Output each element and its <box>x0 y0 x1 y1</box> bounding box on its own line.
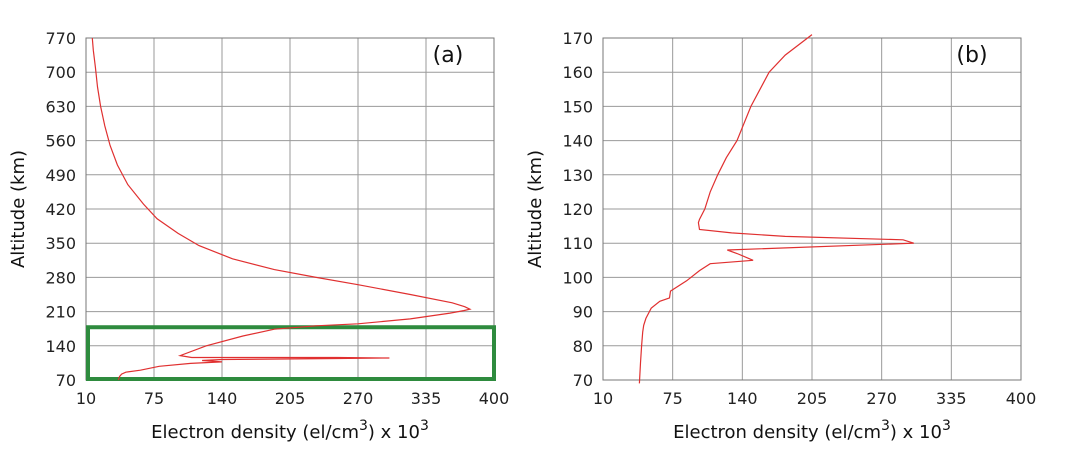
y-tick-label: 130 <box>562 166 593 185</box>
y-tick-label: 210 <box>45 303 76 322</box>
x-tick-label: 205 <box>797 389 828 408</box>
x-tick-label: 75 <box>662 389 682 408</box>
x-tick-label: 270 <box>866 389 897 408</box>
y-tick-label: 420 <box>45 200 76 219</box>
panel-label: (a) <box>433 43 464 68</box>
plot-frame <box>602 37 1022 381</box>
x-tick-label: 10 <box>593 389 613 408</box>
x-tick-label: 205 <box>275 389 306 408</box>
x-tick-label: 140 <box>207 389 238 408</box>
y-tick-label: 140 <box>562 132 593 151</box>
y-tick-label: 90 <box>573 303 593 322</box>
y-tick-label: 170 <box>562 29 593 48</box>
x-axis-label: Electron density (el/cm3) x 103 <box>673 418 951 443</box>
x-tick-label: 75 <box>144 389 164 408</box>
electron-density-line <box>638 34 914 384</box>
zoom-highlight-box <box>86 325 496 381</box>
chart-panel-b: 10 75 140 205 270 335 400 70 80 90 100 110 120 130 140… <box>525 29 1036 443</box>
panel-label: (b) <box>956 43 987 68</box>
y-tick-label: 140 <box>45 337 76 356</box>
x-tick-label: 335 <box>936 389 967 408</box>
y-tick-label: 630 <box>45 97 76 116</box>
y-tick-label: 70 <box>56 371 76 390</box>
x-tick-label: 270 <box>343 389 374 408</box>
y-tick-label: 110 <box>562 234 593 253</box>
x-tick-label: 10 <box>76 389 96 408</box>
y-tick-label: 160 <box>562 63 593 82</box>
x-tick-label: 335 <box>411 389 442 408</box>
x-tick-label: 400 <box>479 389 510 408</box>
y-tick-label: 770 <box>45 29 76 48</box>
y-tick-label: 70 <box>573 371 593 390</box>
y-tick-label: 350 <box>45 234 76 253</box>
y-tick-label: 490 <box>45 166 76 185</box>
y-tick-label: 120 <box>562 200 593 219</box>
y-tick-label: 150 <box>562 97 593 116</box>
x-tick-label: 140 <box>727 389 758 408</box>
y-tick-label: 560 <box>45 132 76 151</box>
y-tick-label: 280 <box>45 268 76 287</box>
electron-density-line <box>91 37 472 381</box>
y-axis-label: Altitude (km) <box>525 150 546 268</box>
y-tick-label: 700 <box>45 63 76 82</box>
y-tick-label: 100 <box>562 268 593 287</box>
x-axis-label: Electron density (el/cm3) x 103 <box>151 418 429 443</box>
y-axis-label: Altitude (km) <box>8 150 29 268</box>
y-tick-label: 80 <box>573 337 593 356</box>
chart-panel-a: 10 75 140 205 270 335 400 70 140 210 280 350 420 490 5… <box>8 29 509 443</box>
x-tick-label: 400 <box>1006 389 1037 408</box>
